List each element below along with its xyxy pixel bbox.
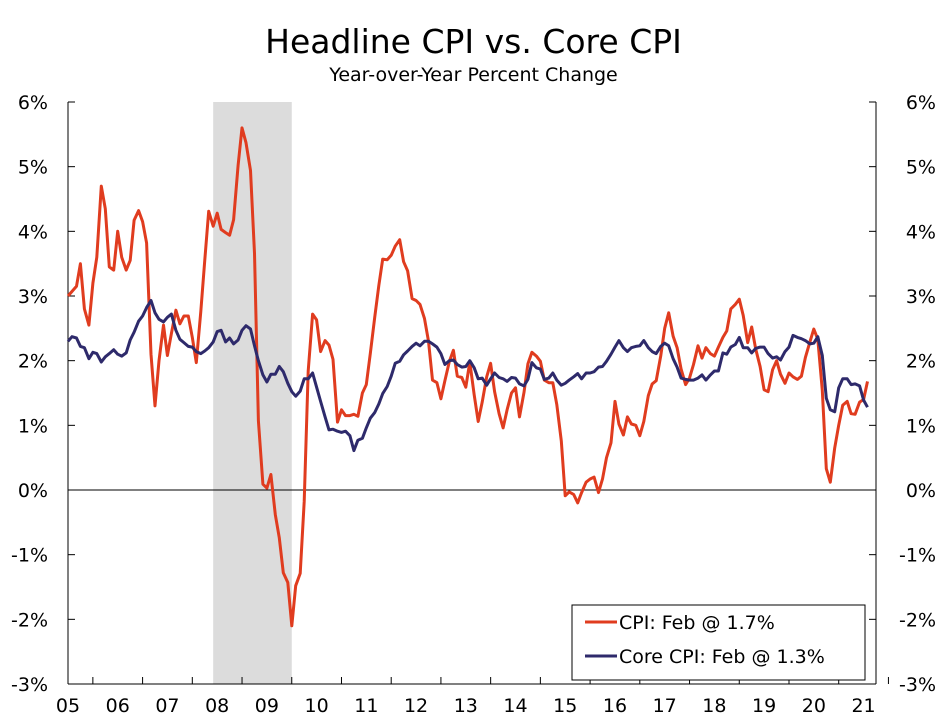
y-tick-label-right: 6% (906, 92, 936, 114)
x-tick-label: 20 (802, 695, 826, 717)
legend-box (571, 604, 866, 681)
x-tick-label: 08 (205, 695, 229, 717)
y-tick-label-left: 5% (18, 157, 48, 179)
y-tick-label-right: 5% (906, 157, 936, 179)
x-tick-label: 10 (305, 695, 329, 717)
x-tick-label: 06 (106, 695, 130, 717)
x-tick-label: 13 (454, 695, 478, 717)
y-tick-label-left: 2% (18, 351, 48, 373)
x-tick-label: 05 (56, 695, 80, 717)
y-tick-label-left: 0% (18, 480, 48, 502)
series-lines (66, 126, 869, 628)
cpi-line (66, 126, 869, 628)
axes: 6% 6% 5% 5% 4% 4% 3% 3% 2% 2% 1% 1% 0% 0% -1% -1% -2% -2%… (11, 92, 936, 717)
legend: CPI: Feb @ 1.7% Core CPI: Feb @ 1.3% (571, 604, 866, 681)
x-tick-label: 09 (255, 695, 279, 717)
legend-label-core-cpi: Core CPI: Feb @ 1.3% (619, 646, 825, 668)
core-cpi-line (66, 299, 869, 453)
y-tick-label-right: 3% (906, 286, 936, 308)
x-tick-label: 17 (653, 695, 677, 717)
y-tick-label-left: 1% (18, 415, 48, 437)
y-tick-label-right: -3% (899, 674, 936, 696)
x-tick-label: 21 (851, 695, 875, 717)
x-tick-label: 14 (503, 695, 527, 717)
y-tick-label-right: 1% (906, 415, 936, 437)
chart-subtitle: Year-over-Year Percent Change (329, 64, 618, 86)
y-tick-label-right: 0% (906, 480, 936, 502)
x-tick-label: 18 (702, 695, 726, 717)
y-tick-label-left: 6% (18, 92, 48, 114)
x-tick-label: 11 (354, 695, 378, 717)
x-tick-label: 07 (155, 695, 179, 717)
y-tick-label-left: -1% (11, 545, 48, 567)
x-tick-label: 16 (603, 695, 627, 717)
y-tick-label-left: -2% (11, 609, 48, 631)
legend-label-cpi: CPI: Feb @ 1.7% (619, 612, 775, 634)
y-tick-label-right: 4% (906, 221, 936, 243)
x-tick-label: 12 (404, 695, 428, 717)
y-tick-label-right: 2% (906, 351, 936, 373)
x-tick-label: 19 (752, 695, 776, 717)
y-tick-label-right: -2% (899, 609, 936, 631)
y-tick-label-right: -1% (899, 545, 936, 567)
y-tick-label-left: 3% (18, 286, 48, 308)
y-tick-label-left: 4% (18, 221, 48, 243)
y-tick-label-left: -3% (11, 674, 48, 696)
x-tick-label: 15 (553, 695, 577, 717)
chart-title: Headline CPI vs. Core CPI (265, 22, 682, 61)
